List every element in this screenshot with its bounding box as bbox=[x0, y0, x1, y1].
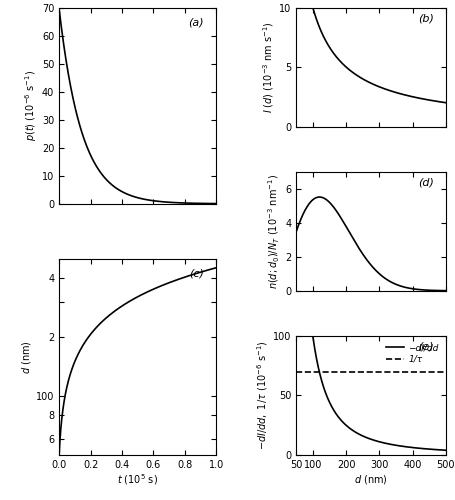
Text: (e): (e) bbox=[418, 342, 434, 352]
Y-axis label: $I$ $(d)$ $(10^{-3}$ nm s$^{-1})$: $I$ $(d)$ $(10^{-3}$ nm s$^{-1})$ bbox=[262, 21, 276, 113]
X-axis label: $t$ $(10^{5}$ s$)$: $t$ $(10^{5}$ s$)$ bbox=[117, 472, 158, 488]
−dI/dd bbox=[443, 447, 449, 453]
Text: (d): (d) bbox=[418, 178, 434, 188]
Y-axis label: $d$ (nm): $d$ (nm) bbox=[20, 340, 33, 374]
Line: −dI/dd: −dI/dd bbox=[296, 0, 446, 450]
−dI/dd bbox=[424, 446, 430, 452]
Y-axis label: $-dI/dd,$ $1/\tau$ $(10^{-6}$ s$^{-1})$: $-dI/dd,$ $1/\tau$ $(10^{-6}$ s$^{-1})$ bbox=[255, 340, 270, 450]
−dI/dd bbox=[357, 432, 363, 438]
Text: (a): (a) bbox=[188, 18, 204, 28]
1/τ bbox=[277, 370, 282, 376]
Legend: −dI/dd, 1/τ: −dI/dd, 1/τ bbox=[383, 340, 441, 366]
1/τ bbox=[277, 370, 283, 376]
X-axis label: $d$ (nm): $d$ (nm) bbox=[354, 472, 388, 486]
Y-axis label: $p(t)$ $(10^{-6}$ s$^{-1})$: $p(t)$ $(10^{-6}$ s$^{-1})$ bbox=[23, 70, 39, 141]
−dI/dd bbox=[440, 447, 446, 453]
Text: (c): (c) bbox=[189, 268, 204, 278]
−dI/dd bbox=[319, 380, 325, 386]
Y-axis label: $n(d;d_0)/N_T$ $(10^{-3}$ nm$^{-1})$: $n(d;d_0)/N_T$ $(10^{-3}$ nm$^{-1})$ bbox=[267, 174, 282, 288]
−dI/dd bbox=[351, 428, 356, 434]
−dI/dd bbox=[310, 336, 316, 342]
Text: (b): (b) bbox=[418, 14, 434, 24]
